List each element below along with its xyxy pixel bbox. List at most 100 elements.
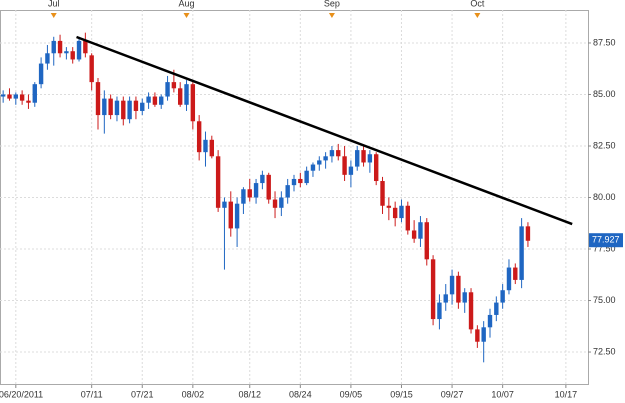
x-tick-label: 06/20/2011 <box>0 389 43 399</box>
candle-body <box>437 302 442 320</box>
last-price-label: 77.927 <box>592 235 620 245</box>
candle-body <box>140 102 145 111</box>
month-marker <box>50 13 57 18</box>
candle-body <box>171 82 177 89</box>
candle-body <box>95 82 101 116</box>
candle-body <box>89 55 94 83</box>
candle-body <box>348 166 354 175</box>
x-tick-label: 08/02 <box>182 389 205 399</box>
candle-body <box>241 189 246 204</box>
candle-body <box>51 40 56 54</box>
candle-body <box>0 94 6 97</box>
x-tick-label: 09/27 <box>441 389 464 399</box>
y-tick-label: 72.50 <box>593 346 616 356</box>
candle-body <box>468 292 474 330</box>
candle-body <box>203 139 208 153</box>
month-label: Oct <box>470 0 485 8</box>
month-marker <box>328 13 335 18</box>
candle-body <box>196 121 202 153</box>
candle-body <box>304 170 309 184</box>
candle-body <box>184 84 189 105</box>
y-tick-label: 75.00 <box>593 295 616 305</box>
candle-body <box>159 96 164 105</box>
candle-body <box>228 201 233 229</box>
candle-body <box>449 275 455 295</box>
trendline <box>76 35 573 226</box>
candle-body <box>13 94 19 99</box>
x-tick-label: 09/05 <box>340 389 363 399</box>
y-tick-label: 77.50 <box>593 243 616 253</box>
candle-body <box>57 40 63 54</box>
candle-body <box>342 156 347 175</box>
candle-body <box>367 154 373 163</box>
candle-body <box>525 226 531 241</box>
candle-body <box>336 150 341 157</box>
candle-body <box>102 98 107 116</box>
candle-body <box>285 185 290 198</box>
candle-body <box>114 100 120 116</box>
candle-body <box>177 88 183 105</box>
candle-body <box>310 164 316 171</box>
x-tick-label: 07/21 <box>131 389 154 399</box>
candle-body <box>456 275 461 303</box>
candle-body <box>462 292 467 303</box>
x-tick-label: 10/07 <box>491 389 514 399</box>
candle-body <box>373 154 379 182</box>
month-label: Sep <box>324 0 340 8</box>
candle-body <box>405 205 411 231</box>
candle-body <box>70 51 75 60</box>
candle-body <box>26 100 31 103</box>
candle-body <box>380 181 385 206</box>
candle-body <box>165 82 170 97</box>
candle-body <box>430 259 436 320</box>
candle-body <box>215 156 221 208</box>
candle-body <box>279 197 284 208</box>
candle-body <box>355 150 360 167</box>
candle-body <box>146 96 151 103</box>
month-marker <box>183 13 190 18</box>
candle-body <box>32 84 37 103</box>
y-tick-label: 85.00 <box>593 89 616 99</box>
month-marker <box>474 13 481 18</box>
y-tick-label: 82.50 <box>593 140 616 150</box>
candle-body <box>64 51 69 54</box>
candle-body <box>481 327 486 342</box>
candle-body <box>386 205 392 208</box>
y-tick-label: 87.50 <box>593 37 616 47</box>
candle-body <box>121 100 126 120</box>
candle-body <box>108 98 113 116</box>
candle-body <box>506 267 512 291</box>
candle-body <box>253 183 259 198</box>
candle-body <box>475 329 480 342</box>
candle-body <box>7 94 12 99</box>
candle-body <box>83 40 88 54</box>
candle-body <box>291 178 297 186</box>
candle-body <box>487 314 493 328</box>
candle-body <box>260 174 265 184</box>
candle-body <box>19 94 25 101</box>
candle-body <box>38 63 44 85</box>
candle-body <box>392 207 398 219</box>
x-tick-label: 07/11 <box>81 389 103 399</box>
candle-body <box>222 201 227 208</box>
candle-body <box>209 139 215 157</box>
candle-body <box>361 150 366 163</box>
candle-body <box>298 178 303 184</box>
candle-body <box>45 53 50 64</box>
candle-body <box>418 222 423 239</box>
candle-body <box>323 156 328 161</box>
candle-body <box>127 100 132 120</box>
candle-body <box>190 84 196 122</box>
candle-body <box>500 290 505 303</box>
candle-body <box>133 100 139 111</box>
candle-body <box>317 160 322 165</box>
x-tick-label: 08/12 <box>238 389 261 399</box>
x-tick-label: 08/24 <box>289 389 312 399</box>
candle-body <box>329 150 335 157</box>
candle-body <box>443 294 448 303</box>
candle-body <box>247 189 252 198</box>
month-label: Jul <box>48 0 60 8</box>
x-tick-label: 10/17 <box>555 389 578 399</box>
